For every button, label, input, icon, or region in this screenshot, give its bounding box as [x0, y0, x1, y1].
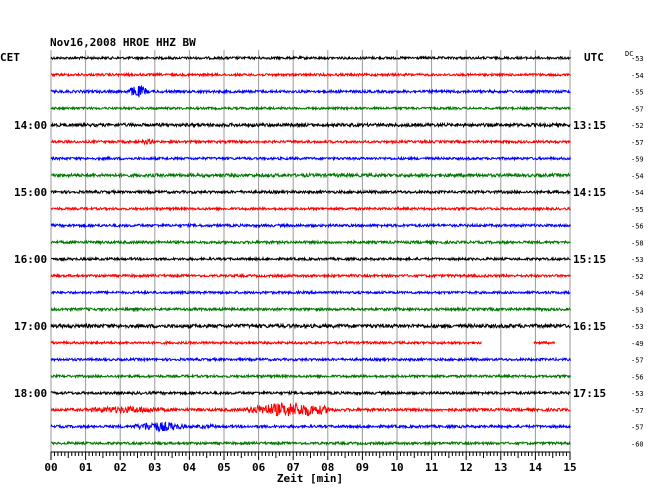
- trace-series: [50, 272, 571, 279]
- left-hour-label: 16:00: [14, 253, 47, 266]
- left-hour-label: 17:00: [14, 320, 47, 333]
- row-labels-group: 14:00 15:00 16:00 17:00 18:00 13:15 14:15 15:15…: [14, 55, 644, 448]
- dc-offset-label: -53: [631, 323, 644, 331]
- trace-series: [51, 401, 571, 417]
- x-tick-label: 05: [217, 461, 230, 474]
- x-tick-label: 08: [321, 461, 334, 474]
- trace-series: [50, 306, 571, 313]
- x-tick-label: 01: [79, 461, 93, 474]
- trace-series: [50, 105, 571, 112]
- x-tick-label: 15: [563, 461, 576, 474]
- x-tick-label: 03: [148, 461, 161, 474]
- dc-offset-label: -52: [631, 273, 644, 281]
- dc-offset-label: -55: [631, 89, 644, 97]
- dc-offset-label: -55: [631, 206, 644, 214]
- dc-offset-label: -54: [631, 189, 644, 197]
- dc-offset-label: -52: [631, 122, 644, 130]
- trace-series: [50, 84, 571, 98]
- right-hour-label: 16:15: [573, 320, 606, 333]
- dc-offset-label: -54: [631, 72, 644, 80]
- chart-title: Nov16,2008 HROE HHZ BW: [50, 36, 196, 49]
- left-hour-label: 14:00: [14, 119, 47, 132]
- trace-series: [51, 71, 571, 78]
- dc-offset-label: -59: [631, 156, 644, 164]
- x-tick-label: 00: [44, 461, 57, 474]
- left-timezone-label: CET: [0, 51, 20, 64]
- trace-series: [50, 222, 571, 229]
- dc-offset-label: -57: [631, 357, 644, 365]
- x-axis-label: Zeit [min]: [277, 472, 343, 485]
- dc-offset-header: DC: [625, 50, 633, 58]
- x-tick-label: 12: [460, 461, 473, 474]
- x-tick-label: 09: [356, 461, 369, 474]
- dc-offset-label: -54: [631, 290, 644, 298]
- trace-series: [50, 339, 555, 346]
- dc-offset-label: -53: [631, 256, 644, 264]
- trace-series: [50, 239, 571, 246]
- dc-offset-label: -53: [631, 306, 644, 314]
- trace-series-group: [50, 55, 571, 447]
- trace-series: [50, 121, 571, 129]
- trace-series: [50, 421, 571, 433]
- dc-offset-label: -56: [631, 223, 644, 231]
- trace-series: [50, 138, 571, 146]
- trace-series: [50, 55, 571, 61]
- right-hour-label: 13:15: [573, 119, 606, 132]
- x-tick-label: 02: [114, 461, 127, 474]
- right-hour-label: 17:15: [573, 387, 606, 400]
- dc-offset-label: -60: [631, 440, 644, 448]
- trace-series: [50, 255, 571, 263]
- x-tick-label: 07: [287, 461, 300, 474]
- dc-offset-label: -49: [631, 340, 644, 348]
- trace-series: [50, 155, 571, 162]
- dc-offset-label: -58: [631, 239, 644, 247]
- trace-series: [50, 389, 571, 397]
- trace-series: [50, 356, 571, 363]
- left-hour-label: 15:00: [14, 186, 47, 199]
- dc-offset-label: -57: [631, 105, 644, 113]
- trace-series: [50, 322, 571, 330]
- trace-series: [50, 188, 571, 196]
- dc-offset-label: -54: [631, 172, 644, 180]
- x-tick-label: 10: [390, 461, 403, 474]
- x-tick-label: 06: [252, 461, 266, 474]
- trace-series: [50, 440, 571, 447]
- trace-series: [50, 171, 571, 179]
- trace-series: [50, 205, 571, 212]
- x-axis: 00 01 02 03 04 05 06 07 08 09 10 11 12 13 14 15: [44, 451, 577, 474]
- trace-series: [50, 373, 571, 380]
- x-tick-label: 13: [494, 461, 507, 474]
- dc-offset-label: -57: [631, 424, 644, 432]
- dc-offset-label: -53: [631, 55, 644, 63]
- right-timezone-label: UTC: [584, 51, 604, 64]
- dc-offset-label: -57: [631, 139, 644, 147]
- left-hour-label: 18:00: [14, 387, 47, 400]
- trace-series: [50, 289, 571, 296]
- right-hour-label: 14:15: [573, 186, 606, 199]
- time-gridlines: [50, 50, 571, 452]
- dc-offset-label: -56: [631, 373, 644, 381]
- x-tick-label: 04: [183, 461, 197, 474]
- dc-offset-label: -53: [631, 390, 644, 398]
- right-hour-label: 15:15: [573, 253, 606, 266]
- x-tick-label: 11: [425, 461, 439, 474]
- x-tick-label: 14: [529, 461, 543, 474]
- dc-offset-label: -57: [631, 407, 644, 415]
